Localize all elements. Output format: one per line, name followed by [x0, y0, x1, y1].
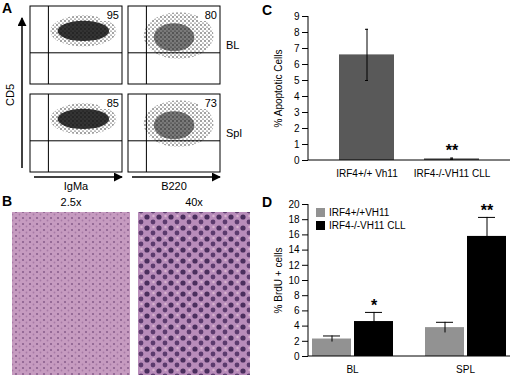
svg-text:A: A: [2, 0, 12, 16]
svg-text:6: 6: [294, 305, 300, 316]
svg-text:0: 0: [294, 351, 300, 362]
svg-text:IRF4+/+ Vh11: IRF4+/+ Vh11: [336, 168, 398, 179]
svg-text:B: B: [2, 193, 12, 209]
svg-text:1: 1: [294, 139, 300, 150]
svg-text:B220: B220: [161, 180, 187, 192]
svg-text:9: 9: [294, 11, 300, 22]
svg-text:95: 95: [107, 9, 119, 21]
svg-text:BL: BL: [226, 39, 239, 51]
svg-text:80: 80: [205, 9, 217, 21]
svg-text:12: 12: [288, 260, 300, 271]
svg-text:2: 2: [294, 336, 300, 347]
svg-text:8: 8: [294, 27, 300, 38]
svg-text:IgMa: IgMa: [64, 180, 89, 192]
svg-text:4: 4: [294, 91, 300, 102]
svg-text:Spl: Spl: [226, 127, 242, 139]
html-text:IRF4-/-VH11 CLL: IRF4-/-VH11 CLL: [329, 220, 406, 231]
html-text:D: D: [262, 194, 273, 210]
svg-text:0: 0: [294, 155, 300, 166]
svg-text:14: 14: [288, 244, 300, 255]
html-text:IRF4+/+VH11: IRF4+/+VH11: [329, 207, 390, 218]
svg-text:CD5: CD5: [4, 84, 16, 106]
svg-text:7: 7: [294, 43, 300, 54]
svg-text:3: 3: [294, 107, 300, 118]
svg-text:8: 8: [294, 290, 300, 301]
svg-text:10: 10: [288, 275, 300, 286]
svg-text:BL: BL: [346, 364, 359, 375]
svg-text:73: 73: [205, 97, 217, 109]
svg-text:**: **: [446, 142, 459, 159]
svg-text:% Apoptotic Cells: % Apoptotic Cells: [273, 50, 284, 128]
svg-text:*: *: [371, 297, 378, 314]
svg-text:5: 5: [294, 75, 300, 86]
svg-text:20: 20: [288, 199, 300, 210]
svg-text:2.5x: 2.5x: [61, 196, 82, 208]
svg-text:**: **: [481, 202, 494, 219]
svg-text:6: 6: [294, 59, 300, 70]
svg-text:40x: 40x: [185, 196, 203, 208]
svg-text:85: 85: [107, 97, 119, 109]
svg-text:% BrdU + cells: % BrdU + cells: [273, 248, 284, 314]
html-text:C: C: [262, 2, 273, 18]
svg-text:2: 2: [294, 123, 300, 134]
svg-text:18: 18: [288, 214, 300, 225]
svg-text:SPL: SPL: [456, 364, 475, 375]
svg-text:4: 4: [294, 320, 300, 331]
svg-text:16: 16: [288, 229, 300, 240]
svg-text:IRF4-/-VH11 CLL: IRF4-/-VH11 CLL: [414, 168, 491, 179]
